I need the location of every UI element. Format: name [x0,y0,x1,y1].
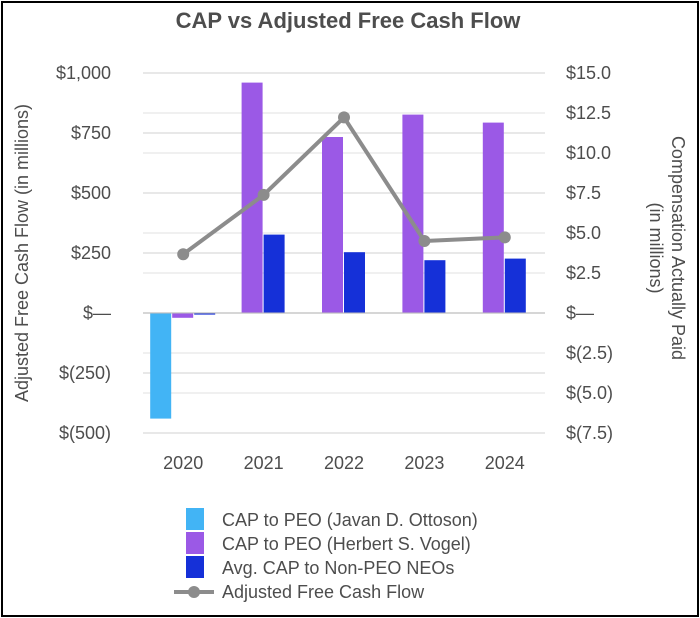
legend-label: Adjusted Free Cash Flow [222,582,425,602]
y-tick-label: $750 [71,123,111,143]
legend-label: CAP to PEO (Javan D. Ottoson) [222,510,478,530]
y-tick-label: $— [83,303,111,323]
afcf-point-2021 [257,188,270,201]
x-tick-label: 2020 [163,453,203,473]
y2-tick-label: $10.0 [566,143,611,163]
bar-peo_vogel-2022 [322,137,343,313]
x-tick-label: 2021 [244,453,284,473]
y2-axis-label-line1: Compensation Actually Paid [668,136,688,360]
afcf-point-2022 [338,111,350,124]
bar-peo_vogel-2020 [172,313,194,318]
x-axis: 2020 2021 2022 2023 2024 [163,453,525,473]
y2-tick-label: $7.5 [566,183,601,203]
legend-swatch-peo_vogel [186,532,204,554]
bar-peo_vogel-2023 [402,114,424,313]
y2-tick-label: $2.5 [566,263,601,283]
bar-non_peo-2024 [504,258,526,313]
legend-label: Avg. CAP to Non-PEO NEOs [222,558,454,578]
y2-tick-label: $— [566,303,594,323]
y-tick-label: $(500) [59,423,111,443]
y2-tick-label: $(7.5) [566,423,613,443]
left-axis: $1,000 $750 $500 $250 $— $(250) $(500) [56,63,111,443]
bar-peo_ottoson-2020 [150,313,172,419]
line-series [177,111,511,261]
y2-tick-label: $12.5 [566,103,611,123]
right-axis: $15.0 $12.5 $10.0 $7.5 $5.0 $2.5 $— $(2.5) $(5.0… [566,63,613,443]
y-axis-label: Adjusted Free Cash Flow (in millions) [12,104,32,402]
legend-swatch-peo_ottoson [186,508,204,530]
bar-non_peo-2020 [194,313,216,315]
bar-non_peo-2021 [263,234,285,313]
chart-title: CAP vs Adjusted Free Cash Flow [176,8,522,33]
bar-marks [143,82,545,419]
y-tick-label: $250 [71,243,111,263]
afcf-point-2023 [418,235,431,247]
y2-axis-label-line2: (in millions) [646,202,666,293]
x-tick-label: 2023 [404,453,444,473]
x-tick-label: 2022 [324,453,364,473]
y2-axis-label: Compensation Actually Paid(in millions) [646,136,688,360]
legend: CAP to PEO (Javan D. Ottoson) CAP to PEO … [174,508,478,602]
y2-tick-label: $(5.0) [566,383,613,403]
bar-non_peo-2023 [424,260,446,313]
legend-label: CAP to PEO (Herbert S. Vogel) [222,534,471,554]
afcf-point-2024 [498,231,511,244]
y2-tick-label: $15.0 [566,63,611,83]
y-tick-label: $1,000 [56,63,111,83]
legend-swatch-non_peo [186,556,204,578]
legend-line-marker [188,586,200,598]
y-tick-label: $500 [71,183,111,203]
bar-non_peo-2022 [344,252,365,313]
afcf-point-2020 [177,248,190,261]
y2-tick-label: $5.0 [566,223,601,243]
y-tick-label: $(250) [59,363,111,383]
y2-tick-label: $(2.5) [566,343,613,363]
x-tick-label: 2024 [485,453,525,473]
bar-peo_vogel-2021 [241,82,263,313]
afcf-line [182,115,505,256]
bar-peo_vogel-2024 [482,122,504,313]
